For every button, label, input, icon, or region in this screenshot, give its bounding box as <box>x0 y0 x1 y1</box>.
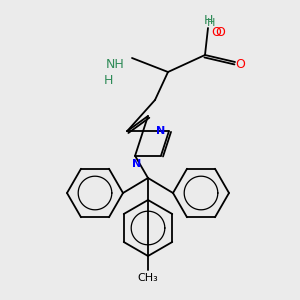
Text: NH: NH <box>106 58 124 71</box>
Text: H: H <box>207 18 215 28</box>
Text: N: N <box>156 126 166 136</box>
Text: O: O <box>235 58 245 71</box>
Text: O: O <box>211 26 221 38</box>
Text: CH₃: CH₃ <box>138 273 158 283</box>
Text: O: O <box>215 26 225 40</box>
Text: H: H <box>103 74 113 86</box>
Text: N: N <box>132 159 142 169</box>
Text: H: H <box>203 14 213 26</box>
